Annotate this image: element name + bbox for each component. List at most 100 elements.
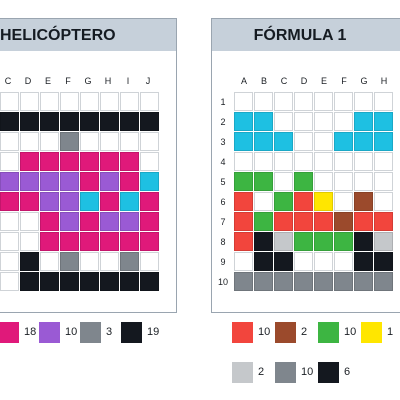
formula1-grid-cell[interactable] [314,252,333,271]
helicopter-grid-cell[interactable] [140,152,159,171]
helicopter-grid-cell[interactable] [60,172,79,191]
formula1-grid-cell[interactable] [294,152,313,171]
formula1-grid-cell[interactable] [334,192,353,211]
formula1-grid-cell[interactable] [254,92,273,111]
formula1-grid-cell[interactable] [374,252,393,271]
helicopter-grid-cell[interactable] [40,92,59,111]
helicopter-grid-cell[interactable] [60,232,79,251]
formula1-grid-cell[interactable] [294,172,313,191]
formula1-grid-cell[interactable] [294,232,313,251]
formula1-grid-cell[interactable] [314,92,333,111]
helicopter-grid-cell[interactable] [20,252,39,271]
formula1-grid-cell[interactable] [294,92,313,111]
formula1-grid-cell[interactable] [234,232,253,251]
formula1-grid-cell[interactable] [334,112,353,131]
helicopter-grid-cell[interactable] [0,172,19,191]
formula1-grid-cell[interactable] [374,192,393,211]
helicopter-grid-cell[interactable] [140,272,159,291]
formula1-grid-cell[interactable] [254,152,273,171]
helicopter-grid-cell[interactable] [80,132,99,151]
formula1-grid-cell[interactable] [354,232,373,251]
formula1-grid-cell[interactable] [294,252,313,271]
helicopter-grid-cell[interactable] [120,92,139,111]
formula1-grid-cell[interactable] [314,132,333,151]
formula1-grid-cell[interactable] [354,132,373,151]
formula1-grid-cell[interactable] [254,232,273,251]
helicopter-grid-cell[interactable] [0,92,19,111]
formula1-grid-cell[interactable] [314,112,333,131]
helicopter-grid-cell[interactable] [80,172,99,191]
formula1-grid-cell[interactable] [254,272,273,291]
helicopter-grid-cell[interactable] [40,232,59,251]
helicopter-grid-cell[interactable] [40,132,59,151]
formula1-grid-cell[interactable] [374,112,393,131]
formula1-grid-cell[interactable] [354,192,373,211]
helicopter-grid-cell[interactable] [120,172,139,191]
helicopter-grid-cell[interactable] [120,272,139,291]
helicopter-grid-cell[interactable] [100,212,119,231]
formula1-grid-cell[interactable] [314,212,333,231]
formula1-grid-cell[interactable] [354,92,373,111]
formula1-grid-cell[interactable] [274,192,293,211]
helicopter-grid-cell[interactable] [60,212,79,231]
helicopter-grid-cell[interactable] [20,112,39,131]
formula1-grid-cell[interactable] [294,132,313,151]
formula1-grid-cell[interactable] [274,92,293,111]
formula1-grid-cell[interactable] [334,272,353,291]
formula1-grid-cell[interactable] [294,192,313,211]
helicopter-grid-cell[interactable] [20,152,39,171]
helicopter-grid-cell[interactable] [80,152,99,171]
formula1-grid-cell[interactable] [354,272,373,291]
helicopter-grid-cell[interactable] [20,232,39,251]
helicopter-grid-cell[interactable] [120,132,139,151]
formula1-grid-cell[interactable] [354,172,373,191]
helicopter-grid-cell[interactable] [0,212,19,231]
helicopter-grid-cell[interactable] [0,132,19,151]
helicopter-grid-cell[interactable] [100,192,119,211]
formula1-grid-cell[interactable] [374,152,393,171]
formula1-grid-cell[interactable] [274,112,293,131]
formula1-grid-cell[interactable] [334,252,353,271]
formula1-grid-cell[interactable] [374,172,393,191]
formula1-grid-cell[interactable] [274,132,293,151]
formula1-grid-cell[interactable] [274,232,293,251]
formula1-grid-cell[interactable] [234,152,253,171]
helicopter-grid-cell[interactable] [0,272,19,291]
helicopter-grid-cell[interactable] [60,252,79,271]
helicopter-grid-cell[interactable] [40,172,59,191]
formula1-grid-cell[interactable] [374,212,393,231]
formula1-grid-cell[interactable] [254,112,273,131]
helicopter-grid-cell[interactable] [120,192,139,211]
helicopter-grid-cell[interactable] [140,252,159,271]
formula1-grid-cell[interactable] [234,272,253,291]
formula1-grid-cell[interactable] [374,92,393,111]
helicopter-grid-cell[interactable] [120,252,139,271]
helicopter-grid-cell[interactable] [140,192,159,211]
formula1-grid-cell[interactable] [314,152,333,171]
helicopter-grid-cell[interactable] [100,272,119,291]
helicopter-grid-cell[interactable] [60,152,79,171]
formula1-grid-cell[interactable] [274,152,293,171]
helicopter-grid-cell[interactable] [80,252,99,271]
helicopter-grid-cell[interactable] [80,232,99,251]
helicopter-grid-cell[interactable] [80,272,99,291]
formula1-grid-cell[interactable] [314,172,333,191]
formula1-grid-cell[interactable] [354,112,373,131]
formula1-grid-cell[interactable] [254,252,273,271]
helicopter-grid-cell[interactable] [100,232,119,251]
formula1-grid-cell[interactable] [334,152,353,171]
helicopter-grid-cell[interactable] [120,152,139,171]
formula1-grid-cell[interactable] [274,212,293,231]
helicopter-grid-cell[interactable] [60,272,79,291]
formula1-grid-cell[interactable] [334,232,353,251]
helicopter-grid-cell[interactable] [140,132,159,151]
formula1-grid-cell[interactable] [254,192,273,211]
helicopter-grid-cell[interactable] [20,92,39,111]
formula1-grid-cell[interactable] [314,232,333,251]
formula1-grid-cell[interactable] [334,132,353,151]
helicopter-grid-cell[interactable] [100,172,119,191]
helicopter-grid-cell[interactable] [100,92,119,111]
helicopter-grid-cell[interactable] [60,192,79,211]
formula1-grid-cell[interactable] [294,272,313,291]
formula1-grid-cell[interactable] [314,272,333,291]
